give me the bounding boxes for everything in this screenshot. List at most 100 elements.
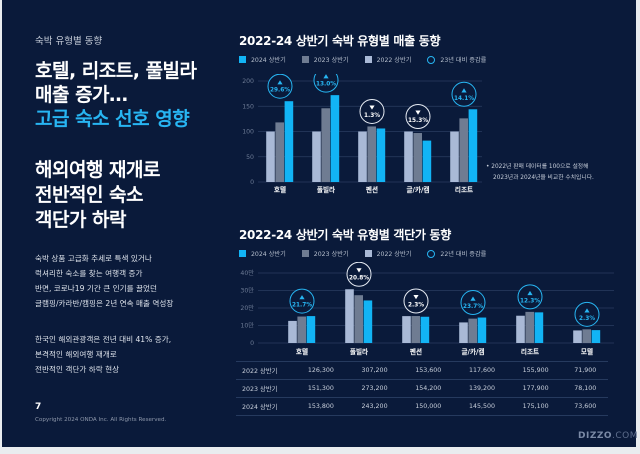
table-cell: 139,200 <box>455 379 509 398</box>
legend-ring-icon <box>427 249 436 258</box>
bar-2024-상반기 <box>591 330 601 343</box>
legend-item-2022: 2022 상반기 <box>364 249 412 258</box>
legend-swatch <box>301 250 309 257</box>
triangle-down-icon <box>356 268 362 273</box>
note-text: 2022년 판매 데이터를 100으로 설정해 <box>491 164 589 170</box>
y-tick-label: 50 <box>246 154 254 161</box>
row-label: 2023 상반기 <box>236 379 294 398</box>
legend-label: 2022 상반기 <box>376 251 412 258</box>
legend-label: 23년 대비 증감률 <box>440 57 487 64</box>
chart-1-plot: 0 50 100 150 200 호텔 29.6% 풀빌라 13.0% 펜션 1.3% 글/카/캠 15… <box>242 74 482 194</box>
bar-2022-상반기 <box>404 131 413 182</box>
y-tick-label: 30만 <box>240 287 254 295</box>
bar-2023-상반기 <box>468 318 477 343</box>
chart-2-legend: 2024 상반기 2023 상반기 2022 상반기 22년 대비 증감률 <box>239 249 486 258</box>
subheadline: 해외여행 재개로 전반적인 숙소 객단가 하락 <box>35 158 160 233</box>
chart-1-title: 2022-24 상반기 숙박 유형별 매출 동향 <box>239 34 441 48</box>
legend-item-2024: 2024 상반기 <box>239 55 286 64</box>
change-label: 2.3% <box>579 316 595 322</box>
legend-item-change: 23년 대비 증감률 <box>427 55 486 64</box>
subheadline-line-2: 전반적인 숙소 <box>35 184 143 206</box>
table-row: 2023 상반기 151,300 273,200 154,200 139,200 177,… <box>236 379 608 398</box>
bar-2024-상반기 <box>420 316 430 343</box>
y-tick-label: 200 <box>242 78 254 85</box>
bar-2023-상반기 <box>367 126 376 182</box>
x-category-label: 글/카/캠 <box>461 347 484 356</box>
legend-swatch <box>364 250 372 257</box>
table-cell: 177,900 <box>508 379 563 398</box>
paragraph-line: 한국인 해외관광객은 전년 대비 41% 증가, <box>35 335 172 344</box>
y-tick-label: 100 <box>242 129 254 136</box>
legend-item-2022: 2022 상반기 <box>364 55 411 64</box>
x-category-label: 호텔 <box>296 347 308 356</box>
triangle-up-icon <box>323 74 329 79</box>
bar-2022-상반기 <box>358 131 367 182</box>
bar-2023-상반기 <box>582 329 591 343</box>
table-cell: 71,900 <box>562 361 608 380</box>
change-label: 15.3% <box>408 118 428 124</box>
row-label: 2022 상반기 <box>236 361 294 380</box>
paragraph-2: 한국인 해외관광객은 전년 대비 41% 증가, 본격적인 해외여행 재개로 전… <box>35 332 171 377</box>
paragraph-1: 숙박 상품 고급화 추세로 특색 있거나 럭셔리한 숙소를 찾는 여행객 증가 … <box>35 251 173 311</box>
headline: 호텔, 리조트, 풀빌라 매출 증가… 고급 숙소 선호 영향 <box>35 59 197 131</box>
x-category-label: 펜션 <box>366 185 378 194</box>
bar-2024-상반기 <box>330 95 340 182</box>
change-label: 1.3% <box>364 113 380 119</box>
triangle-up-icon <box>584 308 590 313</box>
paragraph-line: 전반적인 객단가 하락 현상 <box>35 365 120 374</box>
table-cell: 145,500 <box>455 397 509 416</box>
table-row: 2022 상반기 126,300 307,200 153,600 117,600 155,… <box>236 361 608 380</box>
watermark-suffix: .COM <box>612 431 639 441</box>
x-category-label: 풀빌라 <box>317 185 336 194</box>
change-badge-down <box>359 98 385 124</box>
triangle-up-icon <box>461 88 467 93</box>
y-tick-label: 10만 <box>240 322 254 330</box>
headline-accent: 고급 숙소 선호 영향 <box>35 108 190 130</box>
bar-2023-상반기 <box>413 133 422 182</box>
copyright: Copyright 2024 ONDA Inc. All Rights Rese… <box>35 417 167 423</box>
table-cell: 153,600 <box>401 361 456 380</box>
triangle-up-icon <box>470 296 476 301</box>
legend-item-2024: 2024 상반기 <box>239 249 286 258</box>
x-category-label: 모텔 <box>581 347 593 356</box>
legend-label: 22년 대비 증감률 <box>440 251 487 258</box>
bar-2022-상반기 <box>288 320 297 343</box>
legend-label: 2024 상반기 <box>251 251 286 258</box>
note-text: 2023년과 2024년을 비교한 수치입니다. <box>493 175 594 181</box>
table-cell: 78,100 <box>562 379 608 398</box>
bar-2024-상반기 <box>306 316 316 343</box>
bar-2022-상반기 <box>402 316 411 343</box>
change-label: 23.7% <box>463 304 483 310</box>
bar-2023-상반기 <box>321 108 330 182</box>
chart-2-title: 2022-24 상반기 숙박 유형별 객단가 동향 <box>239 228 451 242</box>
triangle-down-icon <box>415 110 421 115</box>
triangle-up-icon <box>527 290 533 296</box>
legend-label: 2024 상반기 <box>251 57 286 64</box>
change-label: 20.8% <box>349 276 369 282</box>
paragraph-line: 숙박 상품 고급화 추세로 특색 있거나 <box>35 254 152 263</box>
table-cell: 73,600 <box>562 397 608 416</box>
watermark: DIZZO.COM <box>578 431 638 441</box>
slide-card: 숙박 유형별 동향 호텔, 리조트, 풀빌라 매출 증가… 고급 숙소 선호 영… <box>2 0 638 447</box>
y-tick-label: 0 <box>250 179 254 186</box>
change-badge-up <box>313 74 339 93</box>
change-label: 13.0% <box>316 82 336 88</box>
bar-2024-상반기 <box>534 312 544 343</box>
bar-2022-상반기 <box>573 330 582 343</box>
legend-swatch <box>301 56 309 63</box>
table-cell: 117,600 <box>455 361 509 380</box>
change-label: 21.7% <box>292 303 312 309</box>
legend-item-change: 22년 대비 증감률 <box>427 249 486 258</box>
bar-2022-상반기 <box>450 131 459 182</box>
legend-item-2023: 2023 상반기 <box>301 249 349 258</box>
bar-2022-상반기 <box>345 289 354 343</box>
bar-2022-상반기 <box>516 315 525 343</box>
change-badge-down <box>346 262 372 287</box>
note-line: 2023년과 2024년을 비교한 수치입니다. <box>486 173 594 184</box>
y-tick-label: 40만 <box>240 269 254 277</box>
bar-2024-상반기 <box>422 140 432 182</box>
legend-item-2023: 2023 상반기 <box>301 55 349 64</box>
bar-2024-상반기 <box>468 109 478 182</box>
triangle-down-icon <box>369 105 375 110</box>
change-badge-up <box>451 81 477 107</box>
